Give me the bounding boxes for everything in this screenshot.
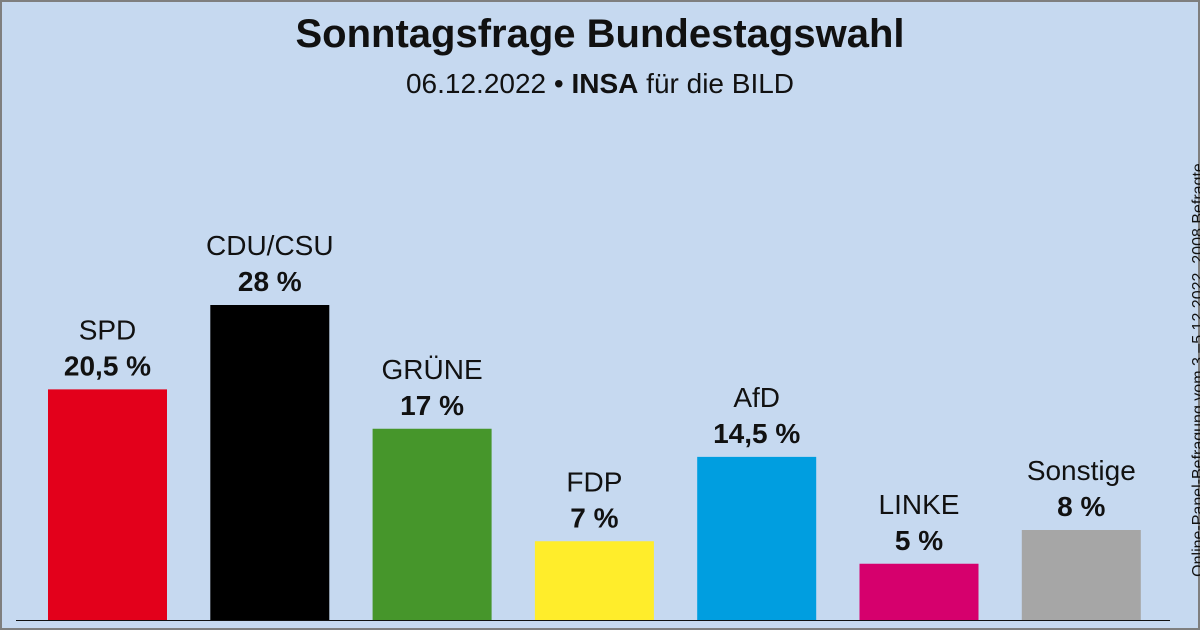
category-label-spd: SPD — [79, 314, 137, 345]
chart-title: Sonntagsfrage Bundestagswahl — [295, 12, 905, 56]
poll-date: 06.12.2022 — [405, 68, 547, 99]
category-label-fdp: FDP — [566, 466, 622, 497]
survey-note: Online-Panel-Befragung vom 3.–5.12.2022,… — [1190, 163, 1200, 577]
bar-spd — [48, 389, 167, 620]
value-label-sonstige: 8 % — [1057, 491, 1105, 522]
category-label-afd: AfD — [733, 382, 780, 413]
value-label-fdp: 7 % — [570, 502, 618, 533]
bar-fdp — [534, 541, 654, 620]
subtitle-separator: • — [553, 68, 564, 99]
poll-client: für die BILD — [646, 68, 795, 99]
value-label-cdu-csu: 28 % — [238, 266, 302, 297]
pollster-name: INSA — [571, 68, 639, 99]
value-label-afd: 14,5 % — [713, 418, 800, 449]
value-label-spd: 20,5 % — [64, 350, 151, 381]
bar-linke — [859, 563, 979, 620]
value-label-linke: 5 % — [895, 525, 943, 556]
value-label-grüne: 17 % — [400, 390, 464, 421]
bar-afd — [697, 456, 817, 620]
chart-subtitle: 06.12.2022 • INSA für die BILD — [0, 68, 1200, 100]
category-label-grüne: GRÜNE — [382, 354, 483, 385]
bar-sonstige — [1021, 530, 1141, 620]
bar-cdu-csu — [210, 305, 330, 620]
category-label-sonstige: Sonstige — [1027, 455, 1136, 486]
bar-grüne — [372, 428, 492, 620]
category-label-linke: LINKE — [879, 489, 960, 520]
category-label-cdu-csu: CDU/CSU — [206, 230, 334, 261]
